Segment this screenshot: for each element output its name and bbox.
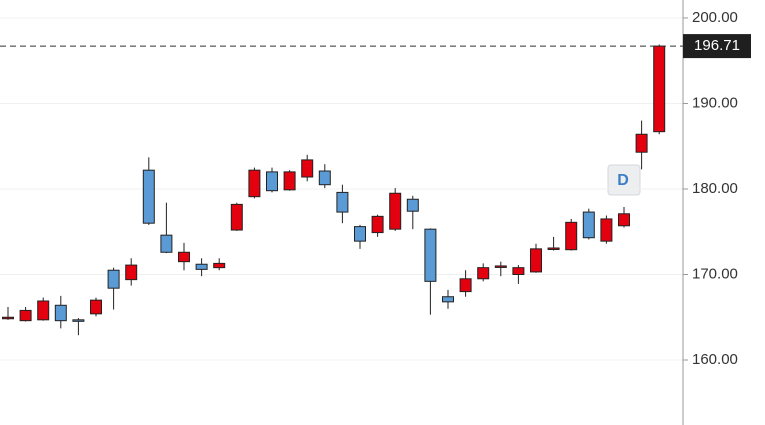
- candle-body: [90, 299, 102, 315]
- candle-body: [2, 316, 14, 320]
- y-tick-label: 160.00: [692, 351, 738, 368]
- candle-body: [389, 192, 402, 230]
- candle-body: [565, 221, 578, 251]
- candle-body: [125, 264, 138, 281]
- candle-body: [477, 267, 490, 280]
- candle-body: [107, 269, 120, 289]
- candle-body: [371, 215, 384, 234]
- candle-body: [618, 213, 630, 227]
- candle-body: [54, 304, 67, 322]
- candle-body: [142, 169, 155, 224]
- candle-body: [547, 247, 560, 250]
- candle-body: [406, 198, 419, 212]
- candle-body: [213, 262, 226, 269]
- candle-body: [160, 234, 173, 253]
- candle-body: [635, 133, 648, 153]
- candle-body: [301, 159, 314, 178]
- candle-body: [653, 45, 666, 133]
- candle-body: [19, 309, 32, 322]
- candle-body: [318, 170, 331, 186]
- y-tick-label: 170.00: [692, 265, 738, 282]
- last-price-box: [683, 34, 751, 59]
- candle-body: [230, 203, 243, 231]
- candle-body: [195, 263, 208, 270]
- y-tick-label: 190.00: [692, 94, 738, 111]
- candle-body: [424, 228, 437, 282]
- candle-body: [266, 171, 278, 192]
- y-tick-label: 200.00: [692, 9, 738, 26]
- y-tick-label: 180.00: [692, 180, 738, 197]
- candle-body: [442, 296, 454, 303]
- candle-body: [248, 169, 261, 198]
- dividend-marker[interactable]: D: [617, 172, 629, 189]
- candle-body: [582, 211, 595, 239]
- candle-body: [72, 319, 85, 322]
- last-price-label: 196.71: [694, 37, 740, 54]
- candle-body: [459, 278, 472, 293]
- candle-body: [336, 191, 349, 213]
- candle-body: [494, 265, 507, 268]
- candle-body: [178, 251, 190, 263]
- candle-body: [512, 267, 525, 275]
- candle-body: [354, 226, 366, 242]
- candle-body: [283, 171, 296, 191]
- candle-body: [530, 248, 542, 273]
- dividend-marker-box[interactable]: [607, 164, 641, 196]
- candle-body: [600, 218, 613, 242]
- candle-body: [37, 300, 50, 321]
